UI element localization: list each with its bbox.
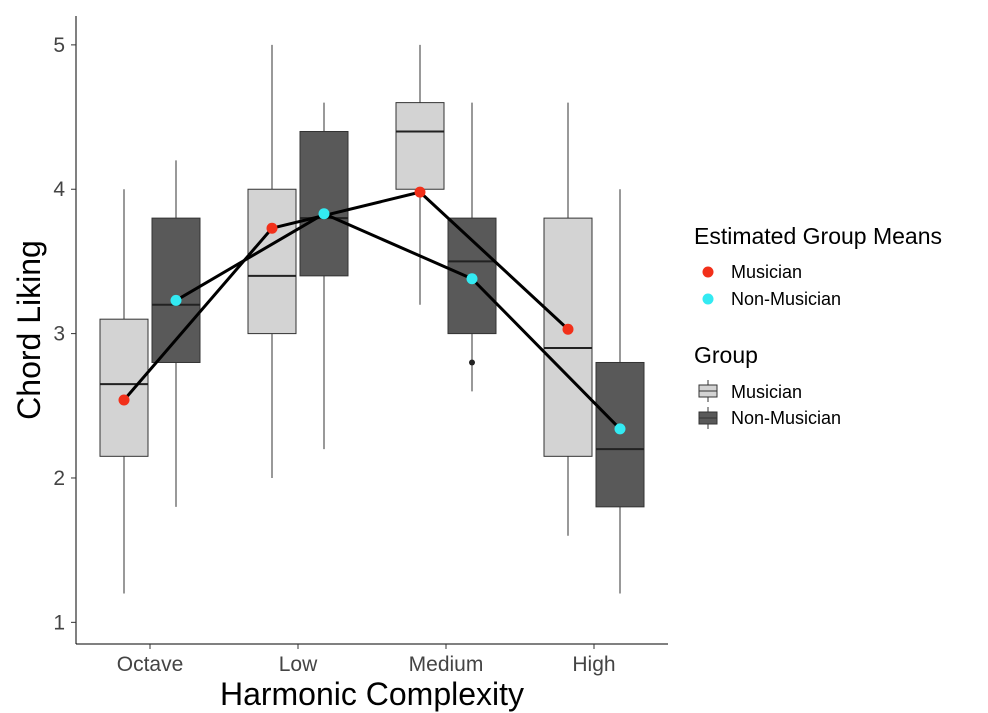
legend-means-nonmusician-swatch <box>702 293 714 305</box>
axes: 1 2 3 4 5 Octave Low Medium High <box>53 34 615 676</box>
y-tick-label-1: 1 <box>53 611 65 634</box>
y-tick-label-5: 5 <box>53 34 65 57</box>
mean-point-non-musician-medium <box>466 273 478 285</box>
box-non-musician-low <box>299 130 349 277</box>
mean-line-musician <box>122 190 570 401</box>
x-tick-label-medium: Medium <box>409 653 484 676</box>
x-axis-title: Harmonic Complexity <box>220 676 524 712</box>
box-musician-low <box>247 188 297 335</box>
y-axis-title: Chord Liking <box>11 240 47 420</box>
mean-point-musician-low <box>266 222 278 234</box>
legend-group: Group Musician Non-Musician <box>694 342 841 429</box>
legend-group-nonmusician-label: Non-Musician <box>731 408 841 428</box>
y-tick-label-2: 2 <box>53 467 65 490</box>
legend-group-musician-key <box>698 380 718 402</box>
legend-group-title: Group <box>694 342 758 368</box>
outlier-non-musician-medium-0 <box>469 359 475 366</box>
legend-means-musician-swatch <box>702 266 714 278</box>
legend-group-nonmusician-key <box>698 407 718 429</box>
box-musician-medium <box>395 102 445 190</box>
y-tick-label-4: 4 <box>53 178 65 201</box>
y-tick-label-3: 3 <box>53 323 65 346</box>
box-musician-high <box>543 217 593 457</box>
legend-means-title: Estimated Group Means <box>694 223 942 249</box>
legend-means: Estimated Group Means Musician Non-Music… <box>694 223 942 309</box>
mean-point-non-musician-low <box>318 208 330 220</box>
mean-point-non-musician-high <box>614 423 626 435</box>
mean-point-musician-medium <box>414 186 426 198</box>
x-tick-label-octave: Octave <box>117 653 184 676</box>
x-tick-label-low: Low <box>279 653 318 676</box>
mean-line-non-musician <box>175 212 622 430</box>
mean-point-non-musician-octave <box>170 294 182 306</box>
box-musician-octave <box>99 318 149 457</box>
legend-means-nonmusician-label: Non-Musician <box>731 289 841 309</box>
legend-means-musician-label: Musician <box>731 262 802 282</box>
x-tick-label-high: High <box>572 653 615 676</box>
plot-area <box>99 44 645 594</box>
legend-group-musician-label: Musician <box>731 382 802 402</box>
mean-point-musician-octave <box>118 394 130 406</box>
box-non-musician-high <box>595 361 645 508</box>
mean-point-musician-high <box>562 323 574 335</box>
